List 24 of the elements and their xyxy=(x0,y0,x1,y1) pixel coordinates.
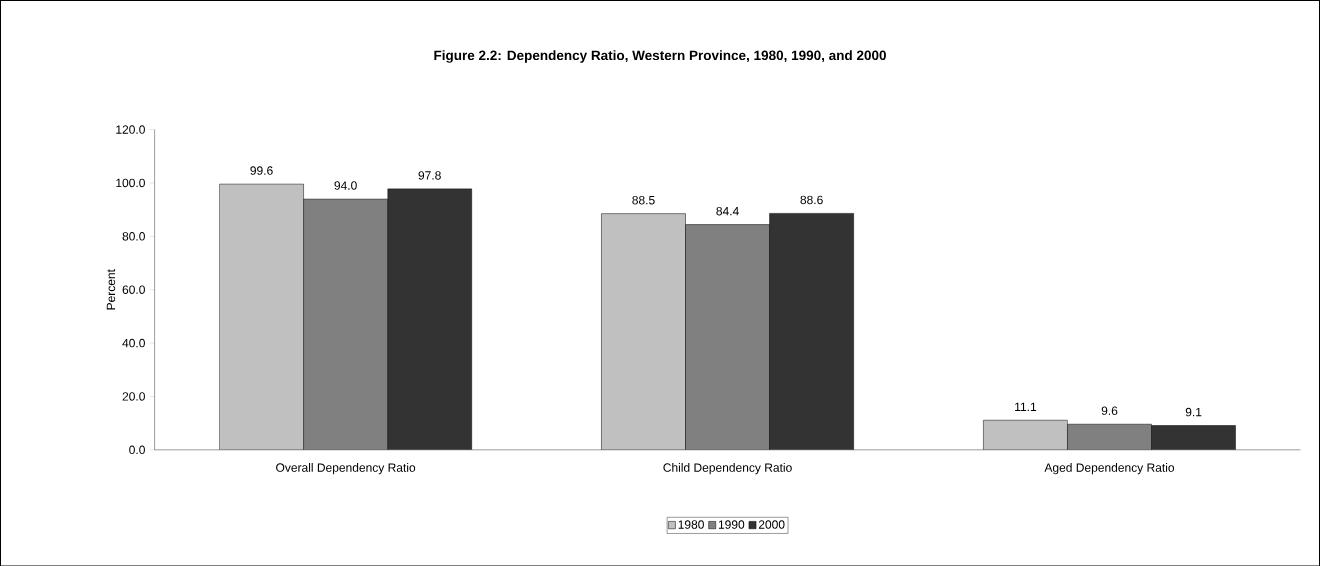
y-tick-label: 0.0 xyxy=(129,445,145,454)
x-tick-label: Aged Dependency Ratio xyxy=(1044,462,1175,475)
x-tick-label: Child Dependency Ratio xyxy=(663,462,792,475)
data-label: 94.0 xyxy=(334,181,357,190)
chart-title: Figure 2.2: Dependency Ratio, Western Province, 1980, 1990, and 2000 xyxy=(434,50,886,63)
data-label: 97.8 xyxy=(418,170,441,180)
data-label: 99.6 xyxy=(250,166,273,175)
y-tick-label: 120.0 xyxy=(116,125,145,134)
y-axis-title: Percent xyxy=(106,268,116,310)
x-tick-label: Overall Dependency Ratio xyxy=(276,462,416,475)
y-tick-label: 100.0 xyxy=(116,178,145,188)
data-label: 9.1 xyxy=(1185,407,1202,417)
y-tick-label: 60.0 xyxy=(122,285,145,294)
data-label: 88.5 xyxy=(632,195,655,205)
data-label: 11.1 xyxy=(1015,402,1037,411)
y-tick-label: 20.0 xyxy=(122,392,145,401)
data-label: 88.6 xyxy=(800,195,823,204)
y-tick-label: 80.0 xyxy=(122,231,145,241)
y-tick-label: 40.0 xyxy=(122,338,145,348)
legend-label: 1980 xyxy=(678,520,704,529)
data-label: 9.6 xyxy=(1101,406,1118,415)
data-label: 84.4 xyxy=(716,206,739,216)
legend-label: 2000 xyxy=(758,520,785,529)
legend-label: 1990 xyxy=(718,520,745,529)
